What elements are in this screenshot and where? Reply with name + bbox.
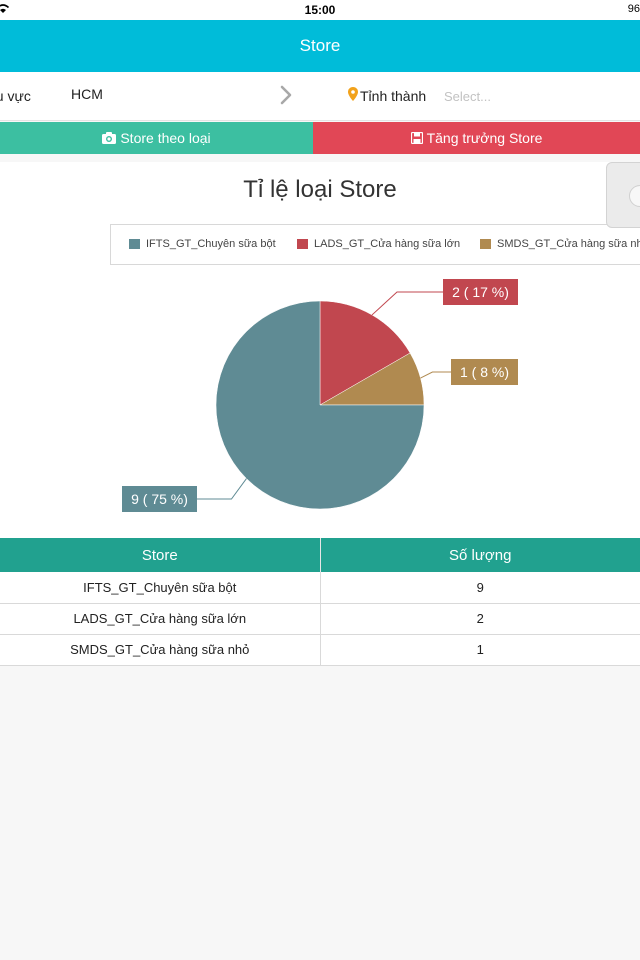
tab-store-growth[interactable]: Tăng trưởng Store (313, 122, 640, 154)
pie-label-leader (197, 478, 247, 500)
legend-swatch (297, 239, 308, 249)
legend-item[interactable]: LADS_GT_Cửa hàng sữa lớn (297, 238, 460, 250)
region-label: hu vực (0, 88, 31, 104)
store-table: Store Số lượng IFTS_GT_Chuyên sữa bột 9 … (0, 538, 640, 666)
status-bar: 15:00 96 (0, 0, 640, 20)
table-cell-quantity: 2 (320, 603, 640, 635)
assistive-touch-button[interactable] (606, 162, 640, 228)
table-cell-store: IFTS_GT_Chuyên sữa bột (0, 572, 321, 604)
pie-data-label: 1 ( 8 %) (460, 364, 509, 380)
province-select[interactable] (438, 83, 638, 109)
map-pin-icon (348, 87, 358, 101)
legend-item[interactable]: SMDS_GT_Cửa hàng sữa nhỏ (480, 238, 640, 250)
legend-swatch (129, 239, 140, 249)
save-icon (410, 132, 423, 144)
pie-data-label-box (443, 279, 518, 305)
table-header-row: Store Số lượng (0, 538, 640, 572)
tab-store-by-type[interactable]: Store theo loại (0, 122, 313, 154)
camera-icon (102, 132, 117, 144)
table-row[interactable]: LADS_GT_Cửa hàng sữa lớn 2 (0, 603, 640, 635)
table-cell-quantity: 9 (320, 572, 640, 604)
pie-label-leader (371, 291, 443, 316)
legend-item[interactable]: IFTS_GT_Chuyên sữa bột (129, 238, 276, 250)
pie-data-label: 9 ( 75 %) (131, 491, 188, 507)
status-time: 15:00 (304, 3, 336, 17)
navbar: Store (0, 20, 640, 72)
table-row[interactable]: IFTS_GT_Chuyên sữa bột 9 (0, 572, 640, 604)
tab-label: Tăng trưởng Store (426, 130, 543, 146)
legend-swatch (480, 239, 491, 249)
table-header-quantity: Số lượng (320, 538, 640, 572)
chart-card: Tỉ lệ loại Store IFTS_GT_Chuyên sữa bột … (0, 162, 640, 538)
chart-title: Tỉ lệ loại Store (243, 176, 397, 203)
table-cell-store: SMDS_GT_Cửa hàng sữa nhỏ (0, 634, 321, 666)
pie-data-label-box (122, 486, 197, 512)
table-header-store: Store (0, 538, 321, 572)
chart-legend: IFTS_GT_Chuyên sữa bột LADS_GT_Cửa hàng … (110, 224, 640, 265)
province-label: Tỉnh thành (360, 88, 427, 104)
table-row[interactable]: SMDS_GT_Cửa hàng sữa nhỏ 1 (0, 634, 640, 666)
table-cell-store: LADS_GT_Cửa hàng sữa lớn (0, 603, 321, 635)
pie-data-label-box (451, 359, 518, 385)
pie-data-label: 2 ( 17 %) (452, 284, 509, 300)
filter-row: hu vực HCM Tỉnh thành (0, 72, 640, 121)
chevron-right-icon[interactable] (279, 85, 293, 105)
battery-level: 96 (627, 3, 640, 15)
tab-bar: Store theo loại Tăng trưởng Store (0, 122, 640, 154)
pie-chart: 2 ( 17 %) 1 ( 8 %) 9 ( 75 %) (122, 279, 518, 512)
pie-label-leader (420, 371, 451, 379)
pie-slice[interactable] (319, 300, 411, 406)
region-select[interactable]: HCM (71, 86, 103, 102)
assistive-touch-dot (629, 185, 640, 207)
page-title: Store (299, 36, 341, 55)
wifi-icon (0, 4, 10, 13)
table-cell-quantity: 1 (320, 634, 640, 666)
tab-label: Store theo loại (120, 130, 211, 146)
